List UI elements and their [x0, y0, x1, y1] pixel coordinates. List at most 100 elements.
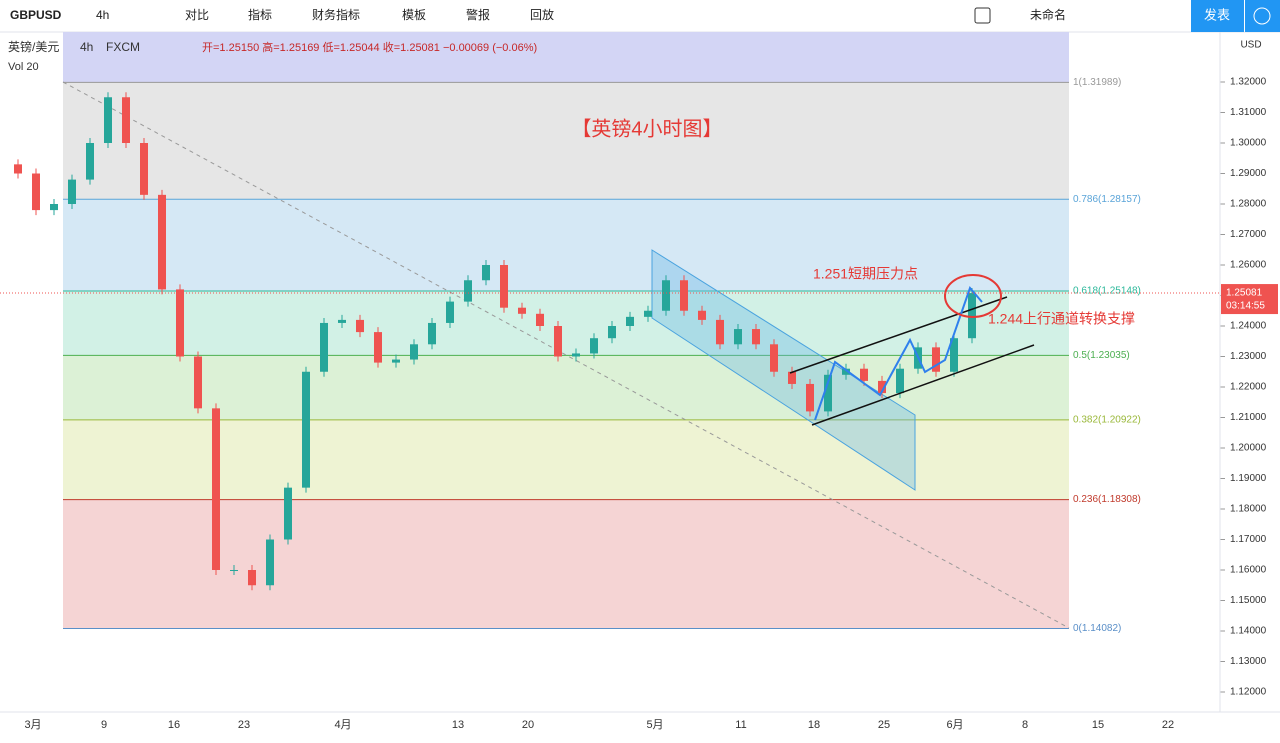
toolbar-item[interactable]: 模板	[402, 8, 426, 22]
candle	[446, 301, 454, 323]
legend-source: FXCM	[106, 40, 140, 54]
time-label: 20	[522, 719, 534, 731]
candle	[932, 347, 940, 372]
candle	[50, 204, 58, 211]
legend-volume: Vol 20	[8, 61, 39, 73]
icon[interactable]	[974, 7, 991, 24]
candle	[104, 97, 112, 143]
price-tick-label: 1.23000	[1230, 351, 1267, 362]
countdown: 03:14:55	[1226, 301, 1265, 312]
price-tick-label: 1.28000	[1230, 199, 1267, 210]
candle	[302, 371, 310, 488]
time-label: 6月	[946, 719, 963, 731]
candle	[14, 164, 22, 174]
toolbar-item[interactable]: 指标	[248, 7, 272, 22]
time-label: 18	[808, 719, 820, 731]
price-tick-label: 1.27000	[1230, 229, 1267, 240]
time-label: 3月	[24, 719, 41, 731]
candle	[842, 368, 850, 375]
fib-band	[63, 290, 1069, 356]
candle	[212, 408, 220, 570]
fib-label: 1(1.31989)	[1073, 77, 1121, 88]
candle	[770, 344, 778, 372]
candle	[32, 173, 40, 211]
last-price: 1.25081	[1226, 288, 1263, 299]
candle	[158, 194, 166, 290]
candle	[806, 383, 814, 412]
fib-label: 0.786(1.28157)	[1073, 194, 1141, 205]
time-label: 11	[735, 719, 746, 731]
price-tick-label: 1.32000	[1230, 77, 1267, 88]
highlight-circle	[944, 274, 1002, 318]
icon	[1253, 7, 1271, 25]
price-tick-label: 1.16000	[1230, 565, 1267, 576]
candle	[356, 319, 364, 333]
channel-line	[789, 296, 1008, 374]
legend-interval: 4h	[80, 40, 93, 54]
toolbar-item[interactable]: 财务指标	[312, 7, 360, 22]
price-tick-label: 1.21000	[1230, 412, 1267, 423]
candle	[608, 326, 616, 339]
fib-label: 0.382(1.20922)	[1073, 415, 1141, 426]
candle	[626, 316, 634, 326]
candle	[194, 356, 202, 409]
candle	[824, 374, 832, 412]
candle	[896, 368, 904, 394]
fib-label: 0.5(1.23035)	[1073, 350, 1130, 361]
title-annotation: 【英镑4小时图】	[571, 117, 722, 140]
interval[interactable]: 4h	[96, 8, 109, 22]
last-price-box	[1221, 284, 1278, 315]
candle	[410, 344, 418, 360]
play-button[interactable]	[1245, 0, 1280, 32]
trend-line	[62, 81, 1070, 629]
fib-band	[63, 499, 1069, 629]
candle	[464, 280, 472, 302]
candle	[662, 280, 670, 311]
candle	[284, 487, 292, 540]
candle	[860, 368, 868, 381]
wave-path	[814, 286, 983, 421]
candle	[320, 322, 328, 372]
price-tick-label: 1.15000	[1230, 595, 1267, 606]
legend-name: 英镑/美元	[8, 39, 59, 54]
channel-line	[811, 344, 1035, 426]
price-tick-label: 1.24000	[1230, 321, 1267, 332]
candle	[698, 310, 706, 320]
price-tick-label: 1.22000	[1230, 382, 1267, 393]
candle	[788, 371, 796, 384]
symbol[interactable]: GBPUSD	[10, 8, 62, 22]
candle	[680, 280, 688, 311]
toolbar-item[interactable]: 对比	[185, 8, 209, 22]
candle	[734, 329, 742, 345]
toolbar-item[interactable]: 警报	[466, 7, 490, 22]
fib-label: 0.236(1.18308)	[1073, 494, 1141, 505]
candle	[122, 97, 130, 143]
candle	[644, 310, 652, 317]
price-tick-label: 1.18000	[1230, 504, 1267, 515]
time-label: 5月	[646, 719, 663, 731]
candle	[878, 380, 886, 394]
candle	[230, 570, 238, 571]
candle	[518, 307, 526, 314]
support-annotation: 1.244上行通道转换支撑	[988, 311, 1135, 327]
layout-name[interactable]: 未命名	[1030, 7, 1066, 22]
candle	[968, 293, 976, 339]
candle	[482, 265, 490, 281]
candle	[248, 570, 256, 586]
price-tick-label: 1.30000	[1230, 138, 1267, 149]
publish-button[interactable]	[1191, 0, 1244, 32]
candle	[392, 359, 400, 363]
fib-band	[63, 32, 1069, 83]
candle	[374, 332, 382, 363]
price-tick-label: 1.14000	[1230, 626, 1267, 637]
toolbar-item[interactable]: 回放	[530, 7, 554, 22]
publish-label: 发表	[1204, 7, 1230, 22]
candle	[536, 313, 544, 326]
price-tick-label: 1.31000	[1230, 107, 1267, 118]
fib-band	[63, 419, 1069, 500]
price-tick-label: 1.26000	[1230, 260, 1267, 271]
candle	[86, 143, 94, 180]
fib-label: 0.618(1.25148)	[1073, 286, 1141, 297]
time-label: 22	[1162, 719, 1174, 731]
